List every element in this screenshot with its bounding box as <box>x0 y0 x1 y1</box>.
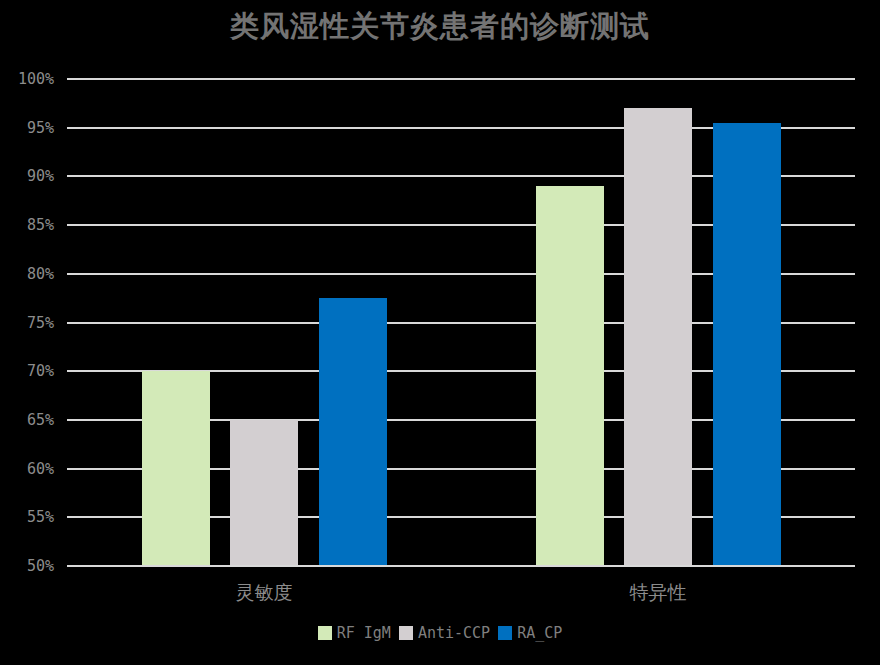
legend: RF IgM Anti-CCP RA_CP <box>0 624 880 642</box>
legend-swatch-icon <box>318 626 332 640</box>
bar-RA_CP-灵敏度 <box>319 298 387 565</box>
bar-RF IgM-特异性 <box>536 186 604 565</box>
y-axis-tick-label: 100% <box>0 71 54 87</box>
legend-swatch-icon <box>498 626 512 640</box>
y-axis-tick-label: 65% <box>0 412 54 428</box>
y-axis-tick-label: 50% <box>0 558 54 574</box>
x-axis-category-label: 特异性 <box>558 580 758 606</box>
y-axis-tick-label: 80% <box>0 266 54 282</box>
legend-swatch-icon <box>399 626 413 640</box>
legend-label: Anti-CCP <box>418 624 490 642</box>
y-axis-tick-label: 90% <box>0 168 54 184</box>
bar-Anti-CCP-特异性 <box>624 108 692 565</box>
legend-label: RA_CP <box>517 624 562 642</box>
gridline <box>67 565 855 567</box>
bar-RA_CP-特异性 <box>713 123 781 565</box>
legend-item: Anti-CCP <box>399 624 490 642</box>
bar-RF IgM-灵敏度 <box>142 371 210 565</box>
legend-item: RF IgM <box>318 624 391 642</box>
chart-title: 类风湿性关节炎患者的诊断测试 <box>0 7 880 47</box>
x-axis-category-label: 灵敏度 <box>164 580 364 606</box>
y-axis-tick-label: 75% <box>0 315 54 331</box>
y-axis-tick-label: 95% <box>0 120 54 136</box>
gridline <box>67 78 855 80</box>
legend-item: RA_CP <box>498 624 562 642</box>
bar-Anti-CCP-灵敏度 <box>230 420 298 565</box>
y-axis-tick-label: 55% <box>0 509 54 525</box>
y-axis-tick-label: 70% <box>0 363 54 379</box>
y-axis-tick-label: 85% <box>0 217 54 233</box>
y-axis-tick-label: 60% <box>0 461 54 477</box>
legend-label: RF IgM <box>337 624 391 642</box>
